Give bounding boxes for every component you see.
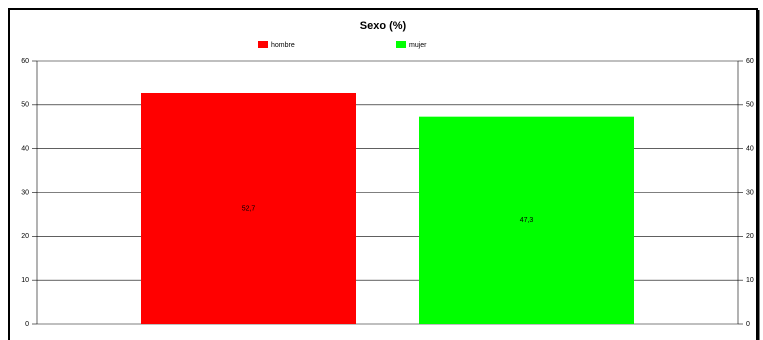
y-tick-label: 20 xyxy=(21,233,29,240)
legend-swatch xyxy=(396,41,406,48)
data-label: 52,7 xyxy=(242,205,256,212)
y2-tick-label: 50 xyxy=(746,102,754,109)
y2-tick-label: 10 xyxy=(746,277,754,284)
y-tick-label: 30 xyxy=(21,189,29,196)
y-tick-label: 0 xyxy=(25,321,29,328)
y2-tick-label: 30 xyxy=(746,189,754,196)
bar xyxy=(141,92,356,324)
y2-tick-label: 0 xyxy=(746,321,750,328)
data-label: 47,3 xyxy=(520,217,534,224)
bar xyxy=(419,116,634,324)
chart-title: Sexo (%) xyxy=(360,20,407,32)
y-tick-label: 50 xyxy=(21,102,29,109)
legend-label: mujer xyxy=(409,42,427,49)
y2-tick-label: 20 xyxy=(746,233,754,240)
y2-tick-label: 40 xyxy=(746,146,754,153)
y2-tick-label: 60 xyxy=(746,58,754,65)
legend-swatch xyxy=(258,41,268,48)
legend-label: hombre xyxy=(271,42,295,49)
y-tick-label: 10 xyxy=(21,277,29,284)
y-tick-label: 40 xyxy=(21,146,29,153)
y-tick-label: 60 xyxy=(21,58,29,65)
